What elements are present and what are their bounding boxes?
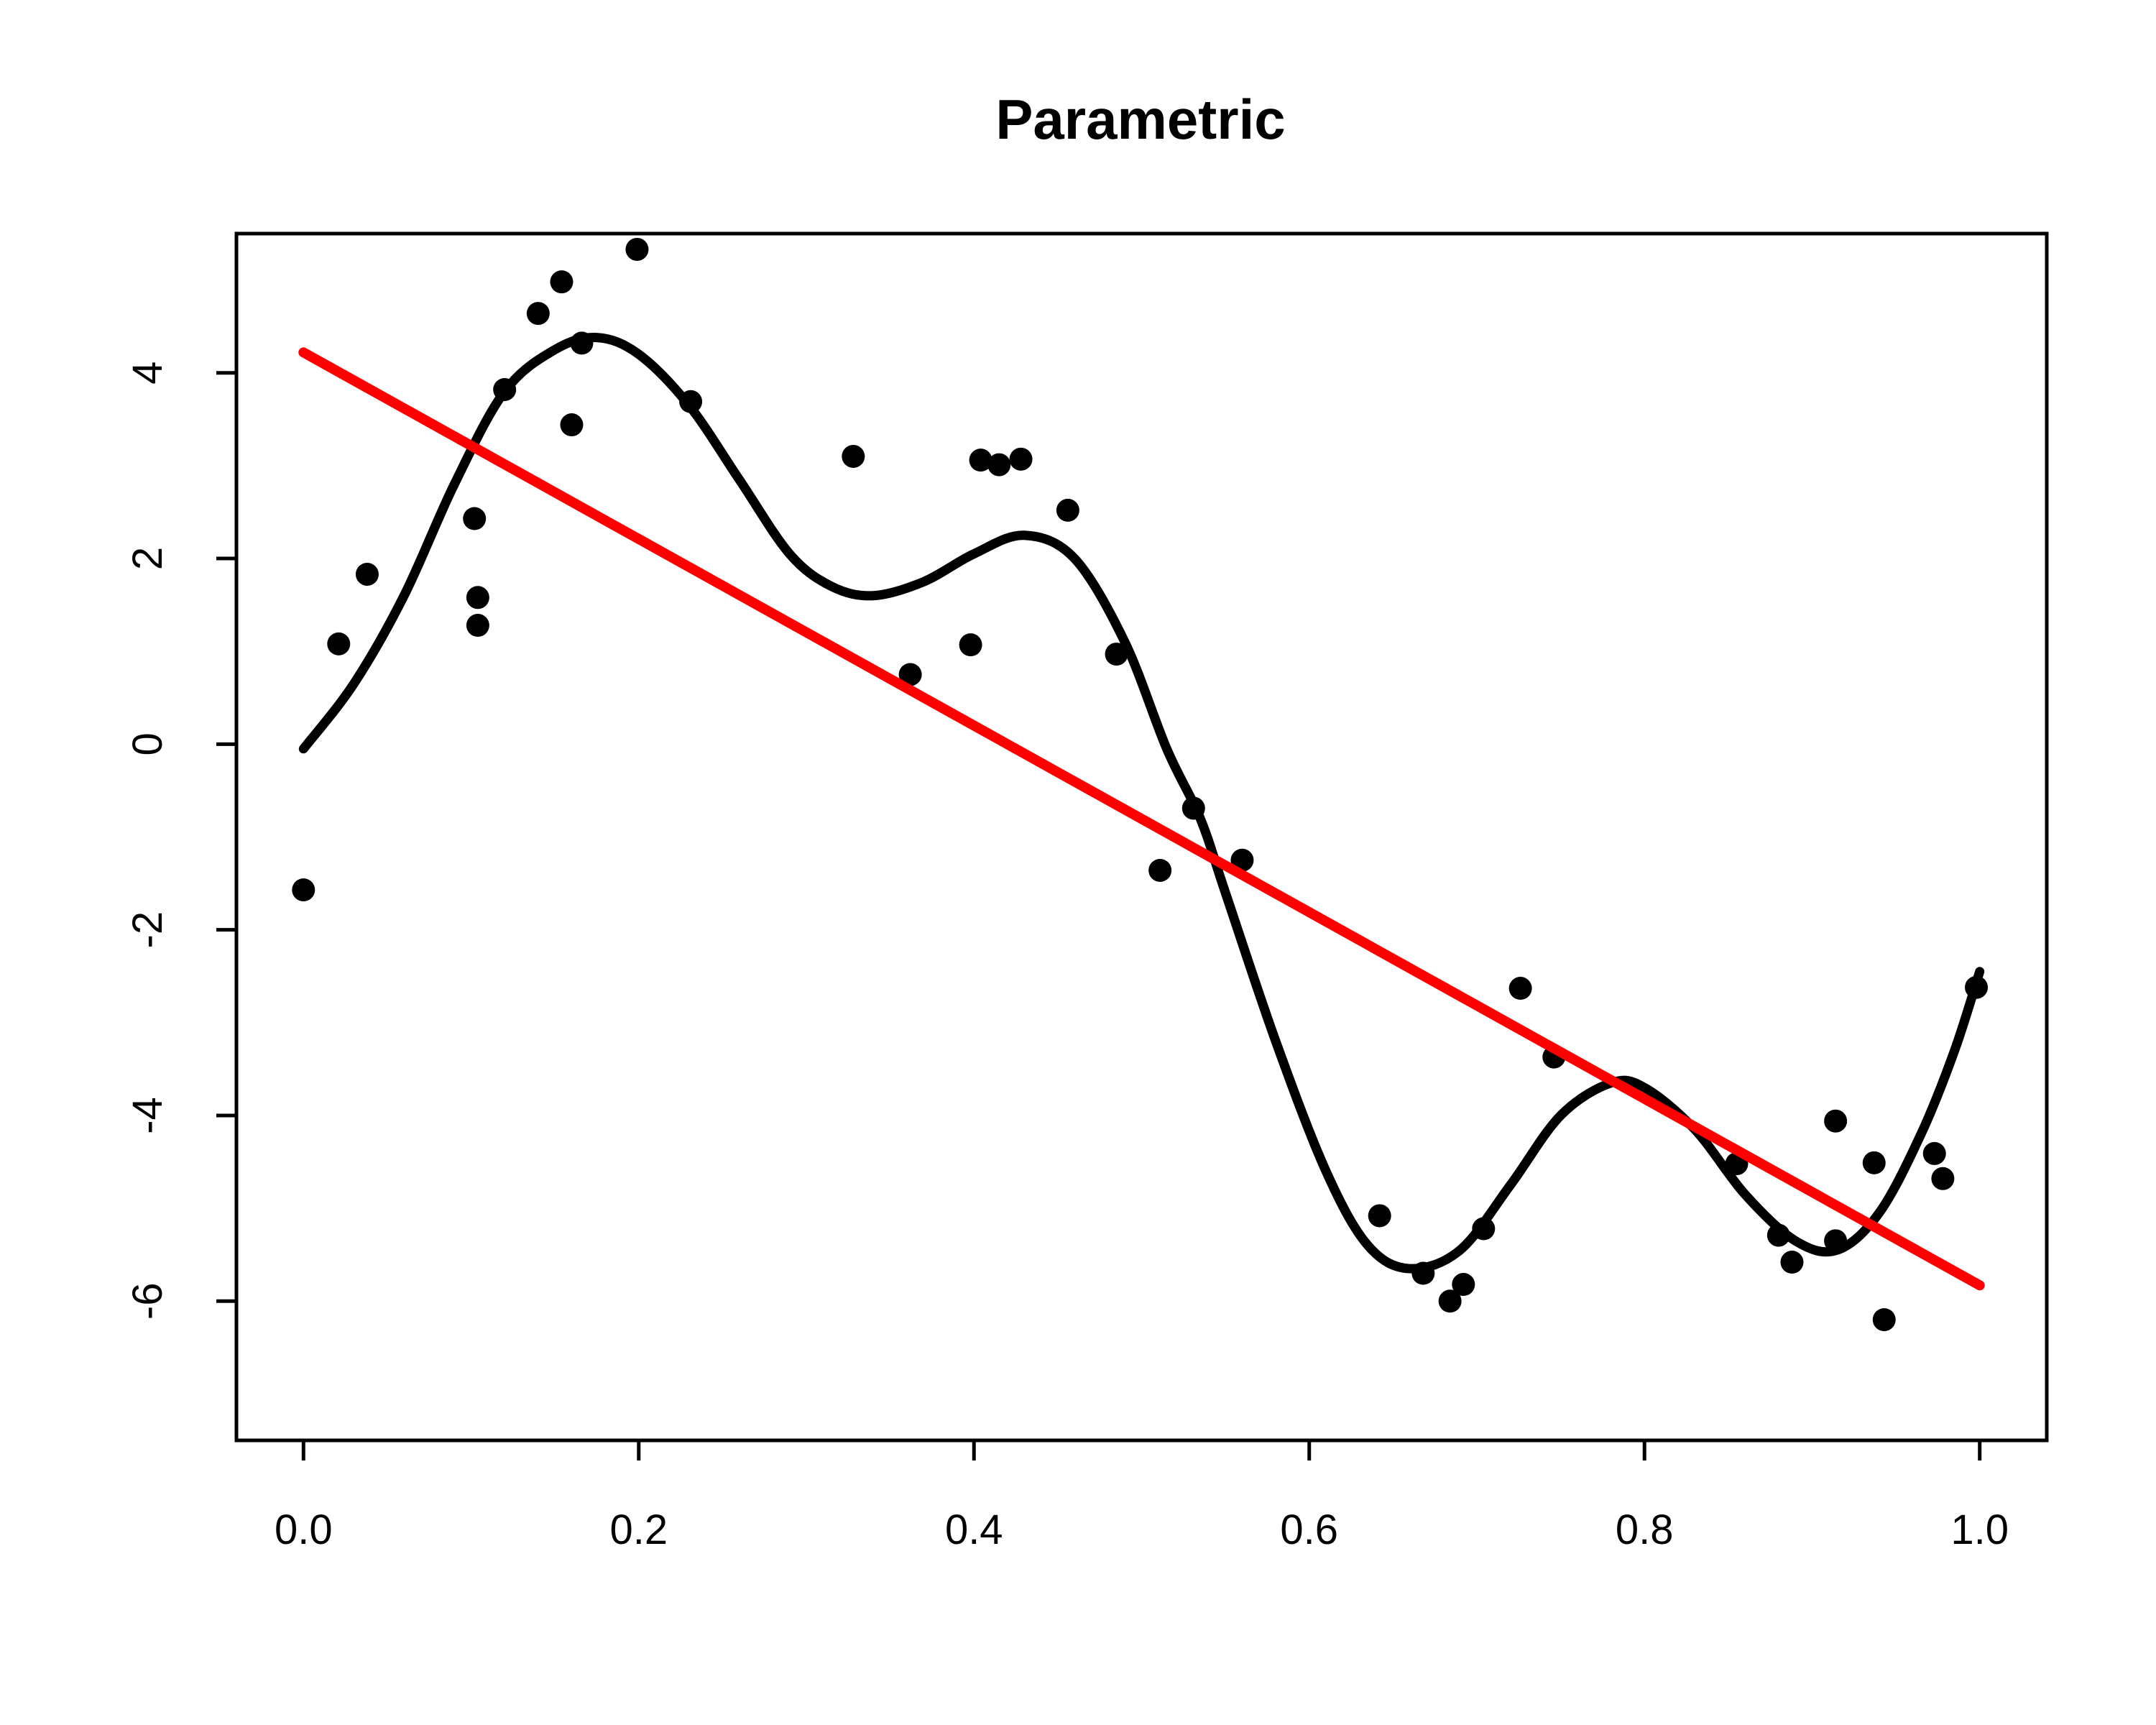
data-point: [959, 633, 982, 657]
y-tick-label: 0: [124, 732, 171, 755]
data-point: [1411, 1261, 1435, 1285]
data-point: [466, 614, 489, 638]
data-point: [898, 663, 922, 686]
x-tick-label: 0.6: [1280, 1506, 1338, 1553]
y-tick-label: 2: [124, 547, 171, 570]
data-point: [1922, 1141, 1946, 1165]
data-point: [1009, 447, 1033, 471]
data-point: [1780, 1251, 1804, 1274]
linear-fit-line: [298, 347, 1985, 1291]
data-point: [1056, 498, 1079, 522]
data-point: [1931, 1167, 1955, 1190]
data-point: [1181, 796, 1205, 820]
x-tick-label: 0.0: [275, 1506, 333, 1553]
data-point: [466, 586, 489, 610]
x-tick-label: 0.2: [609, 1506, 668, 1553]
data-point: [1368, 1204, 1391, 1228]
data-point: [1824, 1109, 1848, 1133]
data-point: [625, 237, 649, 261]
data-point: [1148, 858, 1172, 882]
data-point: [1872, 1308, 1896, 1332]
y-tick-label: -6: [124, 1282, 171, 1320]
data-point: [1508, 977, 1532, 1000]
data-point: [355, 562, 379, 586]
data-point: [1862, 1151, 1886, 1174]
data-point: [1824, 1229, 1848, 1253]
data-point: [292, 878, 315, 902]
data-point: [969, 448, 992, 472]
smooth-fit-line: [298, 333, 1985, 1274]
data-point: [550, 270, 573, 294]
x-axis: 0.0 0.2 0.4 0.6 0.8 1.0: [275, 1438, 2009, 1553]
data-point: [1452, 1273, 1475, 1297]
data-point: [463, 507, 487, 530]
y-tick-label: -2: [124, 911, 171, 949]
chart-title: Parametric: [995, 88, 1285, 151]
data-point: [842, 444, 865, 468]
data-point: [570, 331, 594, 355]
data-point: [526, 302, 550, 326]
y-tick-label: -4: [124, 1097, 171, 1134]
plot-frame: [234, 231, 2049, 1443]
data-point: [679, 390, 703, 413]
x-tick-label: 0.8: [1616, 1506, 1674, 1553]
data-point: [1766, 1223, 1790, 1247]
x-tick-label: 1.0: [1950, 1506, 2009, 1553]
data-point: [1965, 975, 1989, 999]
y-tick-label: 4: [124, 362, 171, 385]
data-point: [1105, 643, 1128, 666]
data-point: [1438, 1289, 1462, 1313]
data-point: [493, 377, 517, 401]
data-point: [1472, 1217, 1496, 1241]
x-tick-label: 0.4: [945, 1506, 1003, 1553]
data-point: [560, 413, 584, 437]
data-point: [987, 453, 1011, 477]
plot-area: [292, 237, 1989, 1332]
y-axis: 4 2 0 -2 -4 -6: [124, 362, 239, 1320]
data-point: [327, 632, 351, 656]
